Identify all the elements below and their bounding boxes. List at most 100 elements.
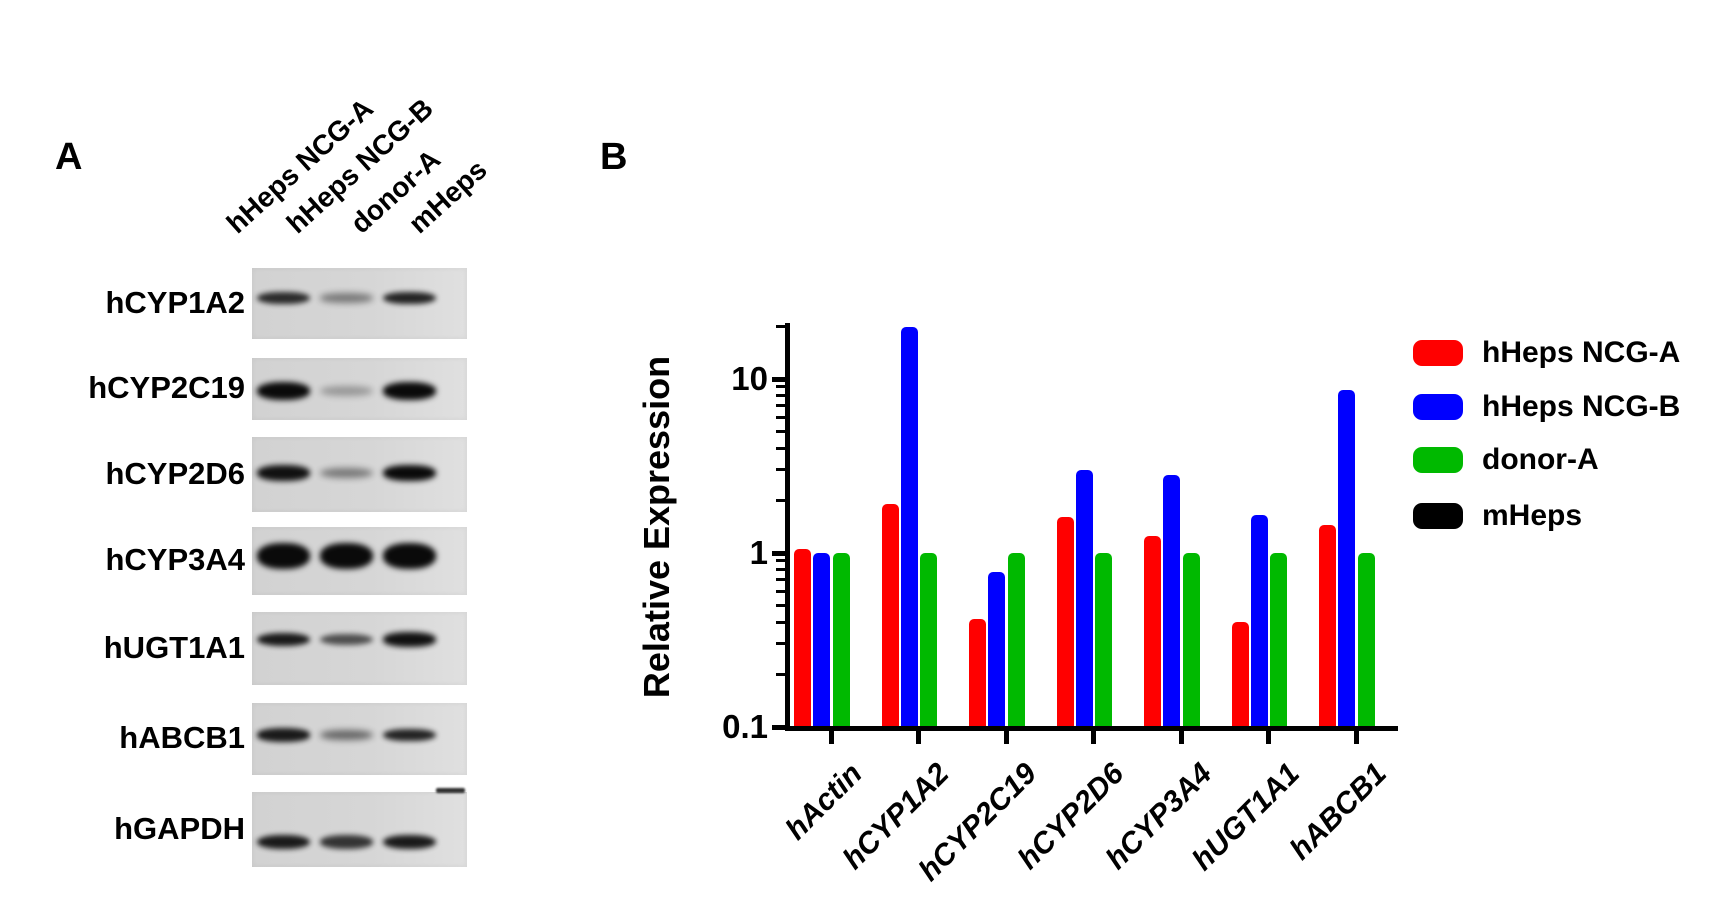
y-minor-tick xyxy=(776,590,785,594)
bar-hCYP2D6-donor-A xyxy=(1095,553,1113,726)
gene-label-hABCB1: hABCB1 xyxy=(119,720,245,755)
gene-label-hCYP3A4: hCYP3A4 xyxy=(105,542,245,577)
gel-band-hABCB1-lane1 xyxy=(257,728,310,742)
bar-hCYP2D6-hHeps NCG-B xyxy=(1075,469,1093,726)
gel-band-hCYP2D6-lane1 xyxy=(257,465,310,481)
gel-strip-hCYP2C19 xyxy=(252,358,467,420)
gene-label-hCYP1A2: hCYP1A2 xyxy=(105,284,245,320)
gel-strip-hUGT1A1 xyxy=(252,612,467,685)
gene-label-hGAPDH: hGAPDH xyxy=(114,810,245,846)
legend-label-hHeps NCG-B: hHeps NCG-B xyxy=(1482,390,1681,423)
gel-band-hCYP2D6-lane3 xyxy=(383,465,436,481)
gel-band-hCYP1A2-lane2 xyxy=(320,293,373,303)
gel-band-hCYP3A4-lane1 xyxy=(257,543,310,569)
gel-band-hGAPDH-lane1 xyxy=(257,834,310,850)
x-tick-hCYP2C19 xyxy=(1003,731,1009,744)
gel-band-hGAPDH-lane2 xyxy=(320,835,373,849)
gel-artifact xyxy=(436,788,465,793)
y-minor-tick xyxy=(776,620,785,624)
gel-band-hCYP2C19-lane1 xyxy=(257,382,310,400)
y-axis-line xyxy=(785,323,790,731)
panel-b-letter: B xyxy=(600,136,628,178)
gel-band-hCYP2C19-lane3 xyxy=(383,382,436,400)
gel-band-hCYP2C19-lane2 xyxy=(320,385,373,397)
gel-band-hCYP1A2-lane1 xyxy=(257,291,310,305)
bar-hActin-donor-A xyxy=(832,553,850,726)
gel-strip-hCYP1A2 xyxy=(252,268,467,339)
gel-band-hUGT1A1-lane2 xyxy=(320,633,373,646)
bar-hActin-hHeps NCG-A xyxy=(794,549,811,726)
y-minor-tick xyxy=(776,404,785,408)
legend-label-mHeps: mHeps xyxy=(1482,499,1583,532)
gel-band-hUGT1A1-lane3 xyxy=(383,632,436,647)
y-minor-tick xyxy=(776,673,785,677)
x-tick-hCYP1A2 xyxy=(916,731,921,744)
gel-band-hCYP2D6-lane2 xyxy=(320,467,373,479)
y-minor-tick xyxy=(776,468,785,472)
gene-label-hUGT1A1: hUGT1A1 xyxy=(103,629,245,665)
y-minor-tick xyxy=(776,578,785,582)
gel-band-hCYP3A4-lane3 xyxy=(383,543,436,569)
gel-band-hABCB1-lane3 xyxy=(383,728,436,742)
bar-hCYP2C19-hHeps NCG-A xyxy=(969,618,986,726)
y-tick-label-1: 1 xyxy=(749,534,768,571)
y-minor-tick xyxy=(776,416,785,420)
gel-band-hGAPDH-lane3 xyxy=(383,834,436,850)
gel-strip-hCYP3A4 xyxy=(252,527,467,595)
bar-hUGT1A1-hHeps NCG-A xyxy=(1231,622,1249,726)
bar-hCYP1A2-donor-A xyxy=(920,553,938,726)
gel-strip-hABCB1 xyxy=(252,703,467,775)
bar-hCYP2D6-hHeps NCG-A xyxy=(1056,517,1074,726)
legend-label-donor-A: donor-A xyxy=(1482,443,1599,476)
x-tick-hCYP3A4 xyxy=(1178,731,1184,744)
gel-band-hABCB1-lane2 xyxy=(320,729,373,741)
y-tick-label-0.1: 0.1 xyxy=(722,708,768,745)
bar-hCYP2C19-donor-A xyxy=(1007,553,1025,726)
y-minor-tick xyxy=(776,559,785,563)
legend-swatch-hHeps NCG-A xyxy=(1413,340,1463,366)
y-minor-tick xyxy=(776,568,785,572)
x-tick-hActin xyxy=(828,731,834,744)
x-tick-hCYP2D6 xyxy=(1091,731,1096,744)
x-category-text: hABCB1 xyxy=(1283,757,1394,867)
bar-hActin-hHeps NCG-B xyxy=(813,553,831,726)
legend-swatch-hHeps NCG-B xyxy=(1413,394,1463,420)
gel-strip-hGAPDH xyxy=(252,788,467,867)
bar-hCYP3A4-hHeps NCG-A xyxy=(1144,536,1161,726)
bar-hABCB1-hHeps NCG-B xyxy=(1338,389,1356,726)
y-tick-label-10: 10 xyxy=(731,360,768,397)
x-tick-hABCB1 xyxy=(1353,731,1359,744)
bar-hCYP3A4-hHeps NCG-B xyxy=(1163,475,1181,726)
bar-hUGT1A1-hHeps NCG-B xyxy=(1250,515,1268,726)
x-tick-hUGT1A1 xyxy=(1266,731,1271,744)
legend-swatch-donor-A xyxy=(1413,447,1463,473)
bar-hCYP3A4-donor-A xyxy=(1182,553,1200,726)
gel-band-hCYP3A4-lane2 xyxy=(320,543,373,569)
legend-label-hHeps NCG-A: hHeps NCG-A xyxy=(1482,336,1681,369)
y-major-tick-0.1 xyxy=(772,724,785,730)
bar-hABCB1-donor-A xyxy=(1357,553,1375,726)
gel-band-hCYP1A2-lane3 xyxy=(383,291,436,305)
bar-hCYP1A2-hHeps NCG-B xyxy=(900,326,918,726)
legend-swatch-mHeps xyxy=(1413,503,1463,529)
y-minor-tick xyxy=(776,429,785,433)
y-minor-tick xyxy=(776,446,785,450)
bar-hUGT1A1-donor-A xyxy=(1270,553,1288,726)
y-minor-tick xyxy=(776,642,785,646)
gel-band-hUGT1A1-lane1 xyxy=(257,632,310,647)
y-major-tick-10 xyxy=(772,376,785,382)
y-major-tick-1 xyxy=(772,550,785,556)
y-minor-tick xyxy=(776,394,785,398)
gel-strip-hCYP2D6 xyxy=(252,437,467,512)
gene-label-hCYP2D6: hCYP2D6 xyxy=(105,455,245,491)
bar-hABCB1-hHeps NCG-A xyxy=(1319,524,1336,726)
x-axis-line xyxy=(785,726,1398,731)
y-minor-tick xyxy=(776,603,785,607)
gene-label-hCYP2C19: hCYP2C19 xyxy=(88,370,245,405)
bar-hCYP1A2-hHeps NCG-A xyxy=(881,504,899,726)
y-minor-tick xyxy=(776,499,785,503)
y-minor-tick xyxy=(776,385,785,389)
panel-a-letter: A xyxy=(55,136,83,178)
y-minor-tick xyxy=(776,325,785,329)
